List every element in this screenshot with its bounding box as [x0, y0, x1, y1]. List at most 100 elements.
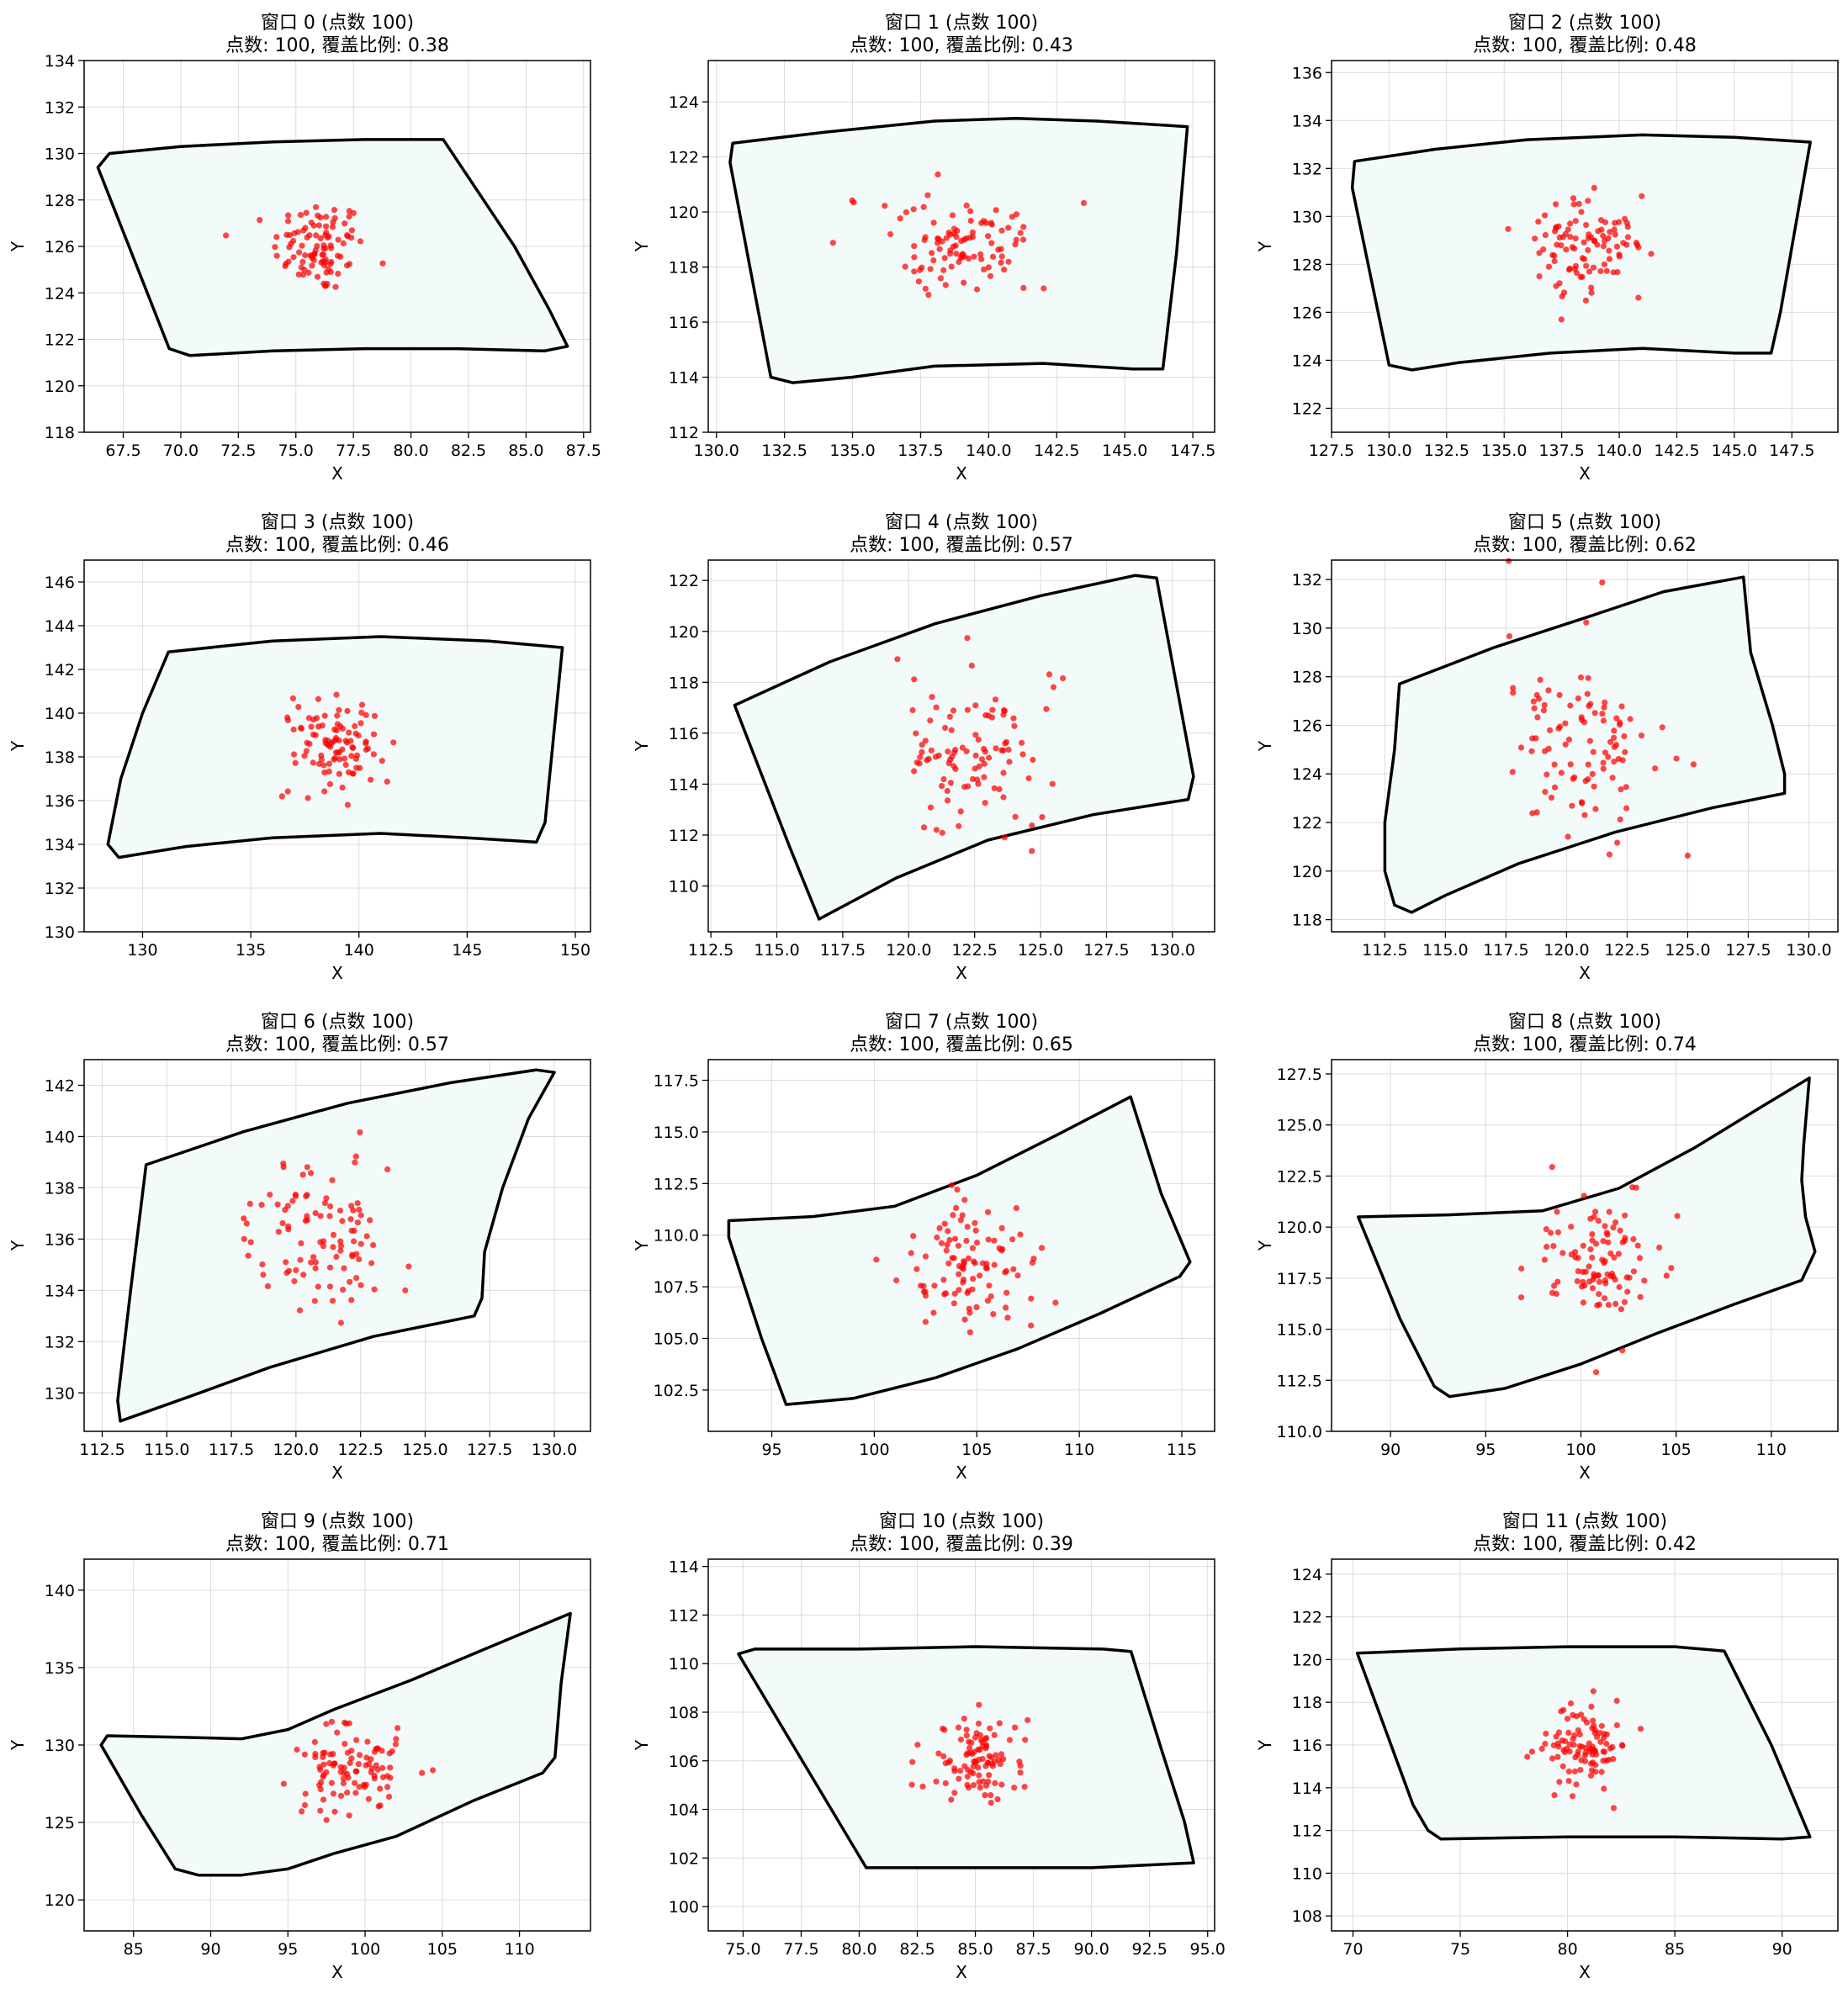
scatter-point	[1606, 851, 1612, 858]
scatter-point	[969, 229, 976, 235]
scatter-point	[1581, 1193, 1587, 1199]
y-tick-label: 110	[669, 1655, 699, 1674]
scatter-point	[940, 776, 947, 783]
x-axis-label: X	[1579, 963, 1591, 983]
scatter-point	[1029, 848, 1035, 854]
scatter-point	[998, 1781, 1005, 1788]
scatter-point	[241, 1235, 247, 1242]
scatter-point	[321, 1200, 328, 1207]
x-tick-label: 130.0	[1150, 941, 1195, 960]
scatter-point	[975, 1720, 982, 1727]
scatter-point	[1622, 748, 1628, 755]
scatter-point	[1578, 717, 1586, 723]
scatter-point	[915, 278, 922, 285]
subplot-subtitle: 点数: 100, 覆盖比例: 0.57	[225, 1034, 449, 1055]
scatter-point	[1589, 770, 1596, 778]
scatter-point	[1020, 284, 1027, 291]
scatter-point	[1017, 230, 1024, 236]
scatter-point	[368, 1756, 374, 1763]
scatter-point	[935, 235, 941, 242]
scatter-point	[264, 1282, 271, 1289]
y-tick-label: 146	[45, 574, 75, 592]
scatter-point	[350, 209, 357, 216]
y-tick-label: 107.5	[654, 1278, 699, 1297]
scatter-point	[994, 1795, 1001, 1803]
scatter-point	[969, 1750, 976, 1757]
scatter-point	[989, 253, 997, 260]
scatter-point	[1551, 257, 1558, 265]
x-tick-label: 147.5	[1170, 442, 1215, 460]
scatter-point	[993, 207, 999, 214]
scatter-point	[1506, 632, 1513, 640]
scatter-point	[929, 694, 935, 701]
scatter-point	[973, 1304, 980, 1310]
scatter-point	[945, 748, 951, 755]
scatter-point	[286, 232, 293, 239]
scatter-point	[1638, 732, 1645, 739]
scatter-point	[1049, 780, 1056, 787]
scatter-point	[967, 1769, 974, 1775]
subplot-title: 窗口 8 (点数 100)	[1508, 1012, 1661, 1033]
scatter-point	[933, 704, 940, 711]
window-boundary	[106, 635, 564, 859]
scatter-point	[331, 207, 338, 214]
scatter-point	[353, 1275, 360, 1282]
scatter-point	[1571, 774, 1578, 780]
y-tick-label: 134	[45, 836, 75, 854]
scatter-point	[1583, 619, 1590, 626]
x-tick-label: 112.5	[79, 1441, 124, 1459]
scatter-point	[934, 1234, 940, 1241]
scatter-point	[995, 1756, 1002, 1763]
x-tick-label: 147.5	[1769, 442, 1814, 460]
scatter-point	[1609, 775, 1616, 781]
scatter-point	[1564, 1716, 1571, 1722]
y-tick-label: 118	[45, 424, 75, 442]
scatter-point	[935, 752, 942, 759]
scatter-point	[1570, 1736, 1576, 1743]
scatter-point	[1619, 757, 1626, 764]
scatter-point	[950, 1300, 957, 1307]
x-tick-label: 70.0	[163, 442, 199, 460]
scatter-point	[1604, 1271, 1611, 1277]
scatter-point	[954, 227, 961, 234]
scatter-point	[963, 1732, 970, 1739]
scatter-point	[385, 1793, 393, 1801]
scatter-point	[1591, 710, 1598, 717]
scatter-point	[988, 219, 994, 226]
scatter-point	[959, 253, 966, 260]
x-tick-label: 95	[278, 1940, 298, 1959]
scatter-point	[1562, 741, 1569, 748]
scatter-point	[357, 1129, 363, 1135]
scatter-point	[342, 761, 349, 769]
scatter-point	[342, 220, 348, 227]
scatter-point	[1542, 232, 1549, 239]
scatter-point	[963, 1237, 970, 1245]
scatter-point	[930, 219, 937, 226]
scatter-point	[1605, 235, 1612, 241]
scatter-point	[971, 1258, 977, 1265]
y-tick-label: 132	[45, 98, 75, 117]
scatter-point	[348, 753, 355, 759]
scatter-point	[303, 1193, 310, 1200]
x-axis-label: X	[956, 963, 967, 983]
scatter-point	[1596, 1278, 1603, 1285]
scatter-point	[982, 1265, 990, 1272]
x-tick-label: 80	[1557, 1940, 1577, 1959]
scatter-point	[1575, 200, 1582, 207]
scatter-point	[332, 283, 339, 290]
y-tick-label: 100	[669, 1898, 699, 1917]
scatter-point	[1592, 1762, 1599, 1769]
scatter-point	[1558, 242, 1565, 249]
scatter-point	[303, 748, 310, 754]
scatter-point	[352, 1790, 359, 1796]
y-axis-label: Y	[8, 740, 28, 752]
scatter-point	[336, 706, 342, 713]
scatter-point	[1589, 1285, 1596, 1292]
axes-frame	[707, 1059, 1215, 1432]
scatter-point	[924, 192, 931, 198]
x-tick-label: 85.0	[508, 442, 543, 460]
scatter-point	[978, 756, 985, 763]
scatter-point	[1613, 1721, 1620, 1729]
scatter-point	[1554, 1208, 1560, 1215]
scatter-point	[283, 1269, 290, 1277]
